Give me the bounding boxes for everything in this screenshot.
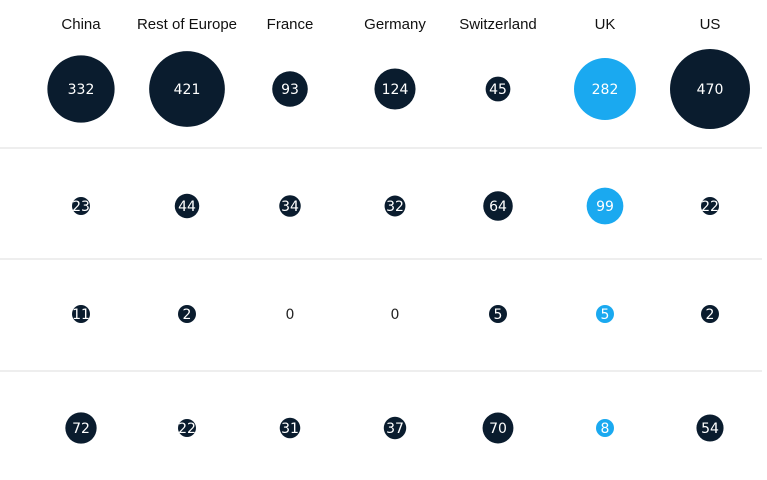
value-label-china-row-3: 11: [72, 307, 90, 323]
value-label-france-row-2: 34: [281, 199, 299, 215]
value-label-china-row-2: 23: [72, 199, 90, 215]
bubble-switzerland-row-1: [485, 76, 511, 102]
value-label-germany-row-3: 0: [391, 307, 400, 323]
bubble-france-row-2: [279, 195, 301, 217]
row-separators: [0, 147, 762, 372]
value-label-france-row-1: 93: [281, 82, 299, 98]
bubble-germany-row-4: [383, 416, 407, 440]
column-header-china: China: [61, 16, 101, 33]
bubble-china-row-2: [72, 197, 90, 215]
value-label-uk-row-2: 99: [596, 199, 614, 215]
value-label-rest-of-europe-row-1: 421: [174, 82, 201, 98]
bubble-grid: 332 421 93 124 45 282 470 23 44 34 32 64 99 22 11 2 0 0 5 5…: [47, 49, 750, 444]
bubble-china-row-3: [72, 305, 90, 323]
value-label-switzerland-row-3: 5: [494, 307, 503, 323]
value-label-uk-row-3: 5: [601, 307, 610, 323]
value-label-us-row-3: 2: [706, 307, 715, 323]
bubble-rest-of-europe-row-2: [174, 193, 200, 219]
bubble-uk-row-4: [596, 419, 614, 437]
bubble-us-row-1: [670, 49, 750, 129]
value-label-france-row-4: 31: [281, 421, 299, 437]
value-label-germany-row-2: 32: [386, 199, 404, 215]
column-header-switzerland: Switzerland: [459, 16, 537, 33]
column-header-rest-of-europe: Rest of Europe: [137, 16, 237, 33]
column-header-france: France: [267, 16, 314, 33]
bubble-uk-row-2: [586, 187, 624, 225]
bubble-germany-row-2: [384, 195, 406, 217]
bubble-germany-row-1: [374, 68, 416, 110]
bubble-switzerland-row-3: [489, 305, 507, 323]
bubble-france-row-4: [279, 417, 301, 439]
column-header-us: US: [700, 16, 721, 33]
bubble-switzerland-row-4: [482, 412, 514, 444]
value-label-uk-row-1: 282: [592, 82, 619, 98]
value-label-france-row-3: 0: [286, 307, 295, 323]
bubble-switzerland-row-2: [483, 191, 513, 221]
bubble-us-row-2: [701, 197, 719, 215]
value-label-switzerland-row-1: 45: [489, 82, 507, 98]
value-label-us-row-2: 22: [701, 199, 719, 215]
value-label-rest-of-europe-row-3: 2: [183, 307, 192, 323]
bubble-uk-row-1: [574, 58, 636, 120]
value-label-switzerland-row-2: 64: [489, 199, 507, 215]
bubble-china-row-4: [65, 412, 97, 444]
value-label-rest-of-europe-row-4: 22: [178, 421, 196, 437]
bubble-us-row-3: [701, 305, 719, 323]
bubble-rest-of-europe-row-4: [178, 419, 196, 437]
bubble-france-row-1: [272, 71, 308, 107]
value-label-rest-of-europe-row-2: 44: [178, 199, 196, 215]
column-header-uk: UK: [595, 16, 616, 33]
value-label-us-row-1: 470: [697, 82, 724, 98]
value-label-germany-row-4: 37: [386, 421, 404, 437]
value-label-us-row-4: 54: [701, 421, 719, 437]
bubble-uk-row-3: [596, 305, 614, 323]
value-label-switzerland-row-4: 70: [489, 421, 507, 437]
value-label-germany-row-1: 124: [382, 82, 409, 98]
value-label-china-row-4: 72: [72, 421, 90, 437]
bubble-china-row-1: [47, 55, 115, 123]
bubble-rest-of-europe-row-1: [149, 51, 225, 127]
value-label-china-row-1: 332: [68, 82, 95, 98]
bubble-rest-of-europe-row-3: [178, 305, 196, 323]
column-headers: China Rest of Europe France Germany Switzerl…: [61, 16, 720, 33]
column-header-germany: Germany: [364, 16, 426, 33]
value-label-uk-row-4: 8: [601, 421, 610, 437]
bubble-us-row-4: [696, 414, 724, 442]
